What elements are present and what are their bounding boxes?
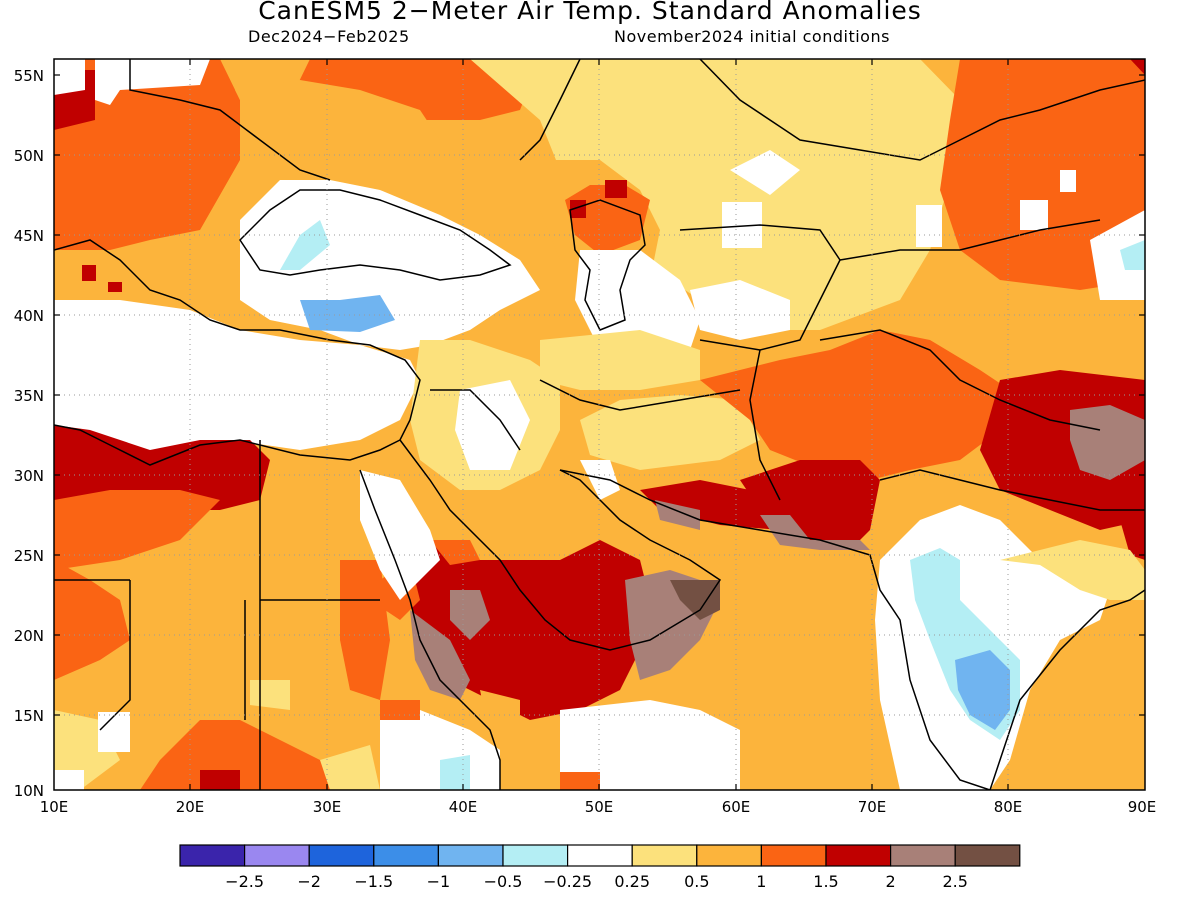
colorbar-label: 0.5	[684, 872, 709, 891]
colorbar-swatch	[373, 844, 439, 867]
colorbar-label: −1.5	[354, 872, 393, 891]
lat-label: 40N	[14, 307, 44, 325]
colorbar-label: −2	[297, 872, 321, 891]
colorbar-swatch	[502, 844, 569, 867]
colorbar-label: 2	[886, 872, 896, 891]
colorbar-swatch	[760, 844, 827, 867]
lon-label: 40E	[449, 798, 478, 816]
colorbar-swatch	[631, 844, 698, 867]
axis-ticks	[54, 59, 1145, 790]
lat-label: 30N	[14, 467, 44, 485]
forecast-period: Dec2024−Feb2025	[248, 27, 410, 46]
lat-label: 35N	[14, 387, 44, 405]
colorbar-swatch	[308, 844, 375, 867]
graticule	[54, 59, 1145, 790]
colorbar-swatch	[889, 844, 956, 867]
colorbar-swatch	[179, 844, 246, 867]
colorbar-label: −1	[427, 872, 451, 891]
lon-label: 20E	[176, 798, 205, 816]
colorbar-swatch	[954, 844, 1021, 867]
lat-label: 25N	[14, 547, 44, 565]
lat-label: 45N	[14, 227, 44, 245]
colorbar-label: 2.5	[942, 872, 967, 891]
lon-label: 10E	[40, 798, 69, 816]
lat-label: 20N	[14, 627, 44, 645]
lat-label: 55N	[14, 67, 44, 85]
lon-label: 80E	[994, 798, 1023, 816]
colorbar-label: −0.25	[543, 872, 592, 891]
lon-label: 50E	[585, 798, 614, 816]
colorbar-label: −0.5	[484, 872, 523, 891]
initial-conditions: November2024 initial conditions	[614, 27, 890, 46]
colorbar-swatch	[566, 844, 633, 867]
colorbar-labels: −2.5 −2 −1.5 −1 −0.5 −0.25 0.25 0.5 1 1.5 2 2.5	[225, 872, 968, 891]
colorbar-swatch	[825, 844, 892, 867]
colorbar-swatch	[244, 844, 310, 867]
lon-label: 60E	[722, 798, 751, 816]
lat-label: 50N	[14, 147, 44, 165]
lon-label: 70E	[858, 798, 887, 816]
lon-label: 90E	[1128, 798, 1157, 816]
colorbar-label: −2.5	[225, 872, 264, 891]
coastlines-borders	[54, 59, 1145, 790]
lat-label: 10N	[14, 782, 44, 800]
colorbar-label: 1.5	[813, 872, 838, 891]
colorbar-swatch	[696, 844, 762, 867]
colorbar-label: 0.25	[614, 872, 650, 891]
colorbar-swatch	[437, 844, 504, 867]
lon-label: 30E	[313, 798, 342, 816]
map-title: CanESM5 2−Meter Air Temp. Standard Anoma…	[258, 0, 922, 25]
anomaly-shading	[54, 59, 1145, 790]
lat-label: 15N	[14, 707, 44, 725]
colorbar	[179, 844, 1021, 867]
colorbar-label: 1	[756, 872, 766, 891]
